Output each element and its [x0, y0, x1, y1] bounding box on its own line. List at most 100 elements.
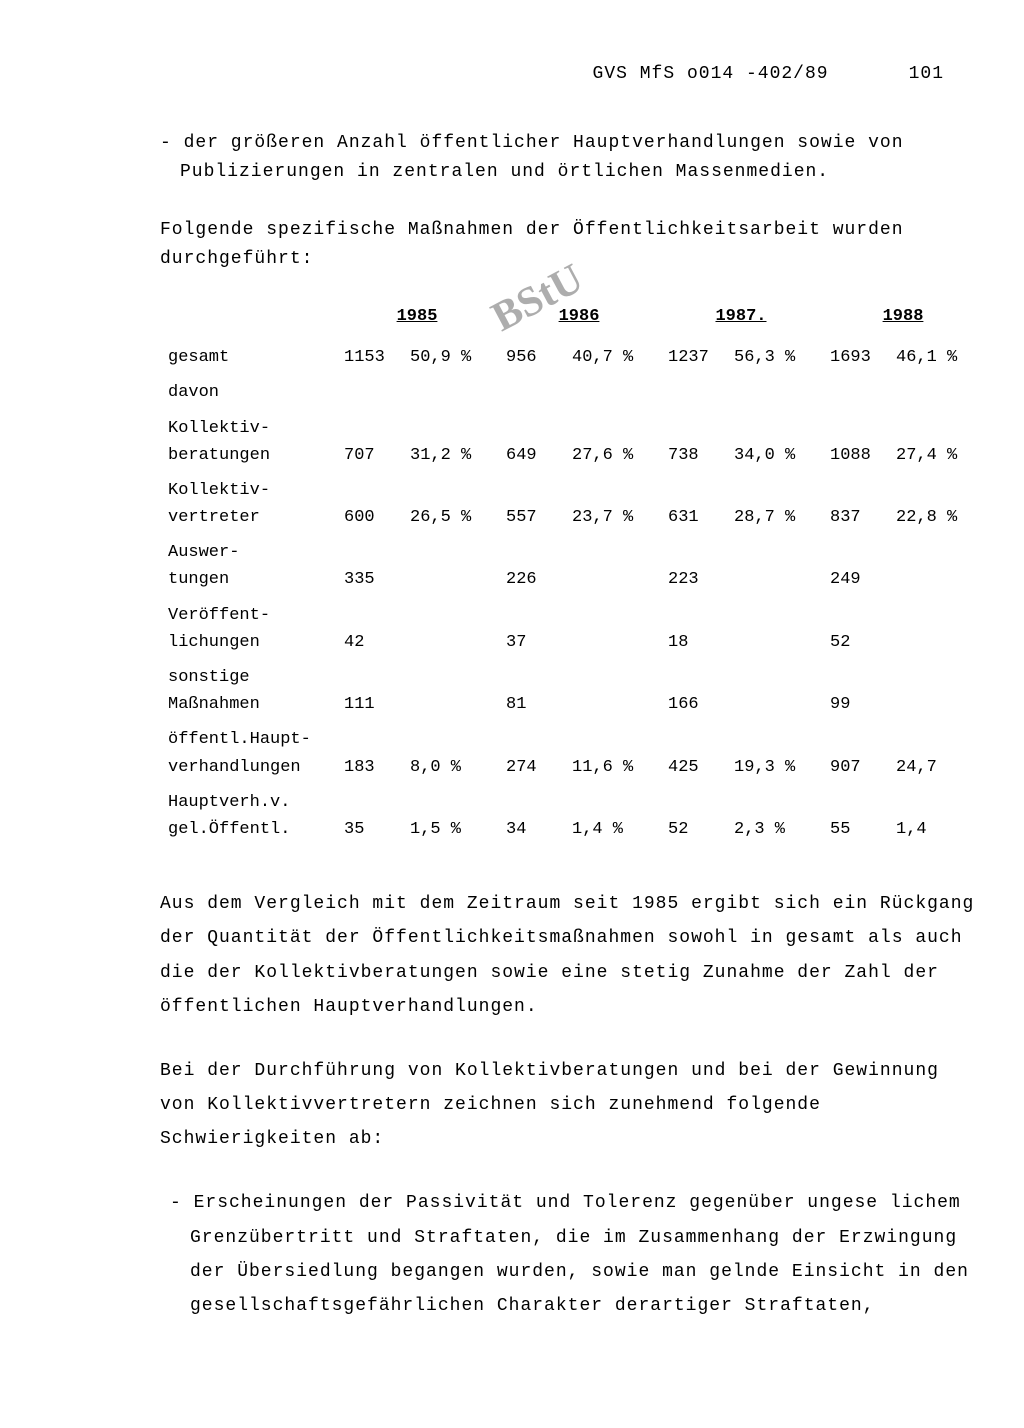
value-cell: 1237 [660, 340, 726, 375]
percent-cell [726, 535, 822, 597]
value-cell: 249 [822, 535, 888, 597]
percent-cell: 24,7 [888, 722, 984, 784]
value-cell: 956 [498, 340, 564, 375]
table-row: öffentl.Haupt-verhandlungen1838,0 %27411… [160, 722, 984, 784]
value-cell: 223 [660, 535, 726, 597]
value-cell: 425 [660, 722, 726, 784]
value-cell: 81 [498, 660, 564, 722]
percent-cell: 31,2 % [402, 411, 498, 473]
value-cell: 335 [336, 535, 402, 597]
year-header-row: 1985 1986 1987. 1988 [160, 299, 984, 340]
bottom-bullet-paragraph: - Erscheinungen der Passivität und Toler… [60, 1186, 984, 1323]
value-cell: 837 [822, 473, 888, 535]
value-cell: 1088 [822, 411, 888, 473]
percent-cell [726, 660, 822, 722]
value-cell: 226 [498, 535, 564, 597]
table-row: Hauptverh.v.gel.Öffentl.351,5 %341,4 %52… [160, 785, 984, 847]
year-header: 1985 [336, 299, 498, 340]
percent-cell [888, 660, 984, 722]
value-cell [336, 375, 402, 410]
percent-cell: 26,5 % [402, 473, 498, 535]
value-cell [498, 375, 564, 410]
intro-paragraph: Folgende spezifische Maßnahmen der Öffen… [60, 216, 984, 274]
page-number: 101 [909, 60, 944, 89]
row-label: sonstigeMaßnahmen [160, 660, 336, 722]
statistics-table: 1985 1986 1987. 1988 gesamt115350,9 %956… [160, 299, 984, 847]
value-cell: 649 [498, 411, 564, 473]
value-cell: 99 [822, 660, 888, 722]
percent-cell [726, 375, 822, 410]
row-label: Kollektiv-beratungen [160, 411, 336, 473]
statistics-table-container: 1985 1986 1987. 1988 gesamt115350,9 %956… [60, 299, 984, 847]
value-cell: 35 [336, 785, 402, 847]
top-bullet-paragraph: - der größeren Anzahl öffentlicher Haupt… [60, 129, 984, 187]
percent-cell: 27,6 % [564, 411, 660, 473]
blank-header [160, 299, 336, 340]
percent-cell: 8,0 % [402, 722, 498, 784]
value-cell: 37 [498, 598, 564, 660]
table-row: Kollektiv-beratungen70731,2 %64927,6 %73… [160, 411, 984, 473]
row-label: gesamt [160, 340, 336, 375]
value-cell: 111 [336, 660, 402, 722]
percent-cell [564, 598, 660, 660]
table-row: gesamt115350,9 %95640,7 %123756,3 %16934… [160, 340, 984, 375]
table-row: Kollektiv-vertreter60026,5 %55723,7 %631… [160, 473, 984, 535]
value-cell [822, 375, 888, 410]
percent-cell: 27,4 % [888, 411, 984, 473]
value-cell: 18 [660, 598, 726, 660]
percent-cell: 22,8 % [888, 473, 984, 535]
percent-cell: 2,3 % [726, 785, 822, 847]
value-cell: 52 [660, 785, 726, 847]
percent-cell [888, 598, 984, 660]
year-header: 1986 [498, 299, 660, 340]
document-header: GVS MfS o014 -402/89 101 [60, 60, 984, 89]
percent-cell [888, 375, 984, 410]
row-label: öffentl.Haupt-verhandlungen [160, 722, 336, 784]
percent-cell [402, 660, 498, 722]
value-cell: 557 [498, 473, 564, 535]
row-label: Veröffent-lichungen [160, 598, 336, 660]
value-cell: 183 [336, 722, 402, 784]
percent-cell [402, 375, 498, 410]
analysis-paragraph-2: Bei der Durchführung von Kollektivberatu… [60, 1054, 984, 1157]
value-cell: 34 [498, 785, 564, 847]
year-header: 1987. [660, 299, 822, 340]
value-cell: 600 [336, 473, 402, 535]
row-label: Hauptverh.v.gel.Öffentl. [160, 785, 336, 847]
value-cell: 42 [336, 598, 402, 660]
value-cell [660, 375, 726, 410]
percent-cell [726, 598, 822, 660]
percent-cell: 1,5 % [402, 785, 498, 847]
percent-cell: 23,7 % [564, 473, 660, 535]
percent-cell: 56,3 % [726, 340, 822, 375]
value-cell: 631 [660, 473, 726, 535]
value-cell: 907 [822, 722, 888, 784]
table-row: sonstigeMaßnahmen111 81 166 99 [160, 660, 984, 722]
percent-cell: 50,9 % [402, 340, 498, 375]
row-label: Kollektiv-vertreter [160, 473, 336, 535]
percent-cell [564, 375, 660, 410]
percent-cell [402, 598, 498, 660]
percent-cell: 28,7 % [726, 473, 822, 535]
percent-cell: 1,4 % [564, 785, 660, 847]
percent-cell [402, 535, 498, 597]
percent-cell: 11,6 % [564, 722, 660, 784]
document-id: GVS MfS o014 -402/89 [593, 60, 829, 89]
percent-cell: 34,0 % [726, 411, 822, 473]
value-cell: 55 [822, 785, 888, 847]
value-cell: 707 [336, 411, 402, 473]
row-label: davon [160, 375, 336, 410]
value-cell: 1153 [336, 340, 402, 375]
percent-cell: 46,1 % [888, 340, 984, 375]
row-label: Auswer-tungen [160, 535, 336, 597]
table-row: davon [160, 375, 984, 410]
value-cell: 738 [660, 411, 726, 473]
value-cell: 52 [822, 598, 888, 660]
year-header: 1988 [822, 299, 984, 340]
value-cell: 166 [660, 660, 726, 722]
percent-cell [564, 660, 660, 722]
percent-cell [888, 535, 984, 597]
analysis-paragraph-1: Aus dem Vergleich mit dem Zeitraum seit … [60, 887, 984, 1024]
value-cell: 274 [498, 722, 564, 784]
table-row: Veröffent-lichungen42 37 18 52 [160, 598, 984, 660]
